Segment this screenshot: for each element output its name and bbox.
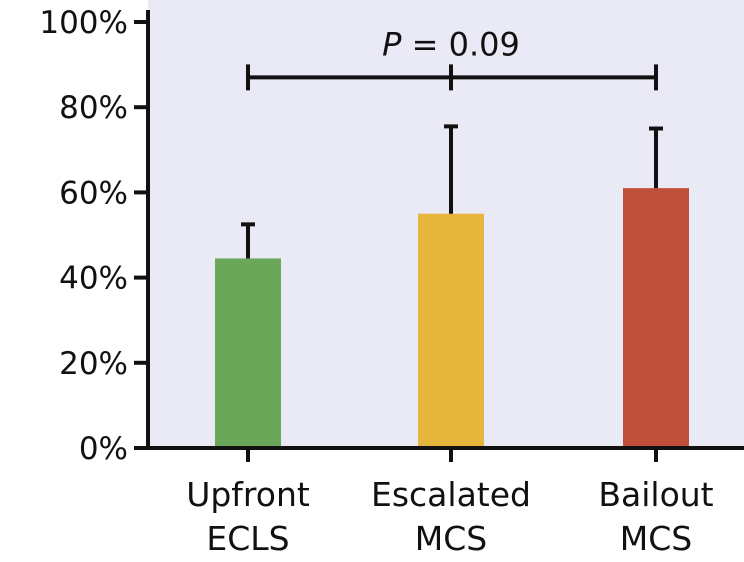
x-category-label-1: Escalated MCS xyxy=(371,475,531,558)
y-tick-label-3: 60% xyxy=(59,175,128,211)
p-value-letter: P xyxy=(382,25,402,63)
error-bars-group xyxy=(241,124,663,259)
y-ticks-group: 0% 20% 40% 60% 80% 100% xyxy=(39,5,148,467)
x-category-label-line: MCS xyxy=(620,519,692,558)
bar-0 xyxy=(215,258,281,448)
x-category-label-line: Bailout xyxy=(598,475,713,514)
bars-group xyxy=(215,188,689,448)
x-category-label-0: Upfront ECLS xyxy=(186,475,310,558)
y-tick-label-0: 0% xyxy=(79,431,128,467)
x-labels-group: Upfront ECLS Escalated MCS Bailout MCS xyxy=(186,448,714,558)
y-tick-label-1: 20% xyxy=(59,346,128,382)
p-value-annotation: P = 0.09 xyxy=(382,25,520,63)
y-tick-label-4: 80% xyxy=(59,90,128,126)
bar-2 xyxy=(623,188,689,448)
x-category-label-line: Upfront xyxy=(186,475,310,514)
p-value-text: = 0.09 xyxy=(401,25,519,63)
bar-1 xyxy=(418,213,484,448)
x-category-label-2: Bailout MCS xyxy=(598,475,713,558)
x-category-label-line: MCS xyxy=(415,519,487,558)
y-tick-label-5: 100% xyxy=(39,5,128,41)
y-tick-label-2: 40% xyxy=(59,261,128,297)
significance-bracket xyxy=(246,64,658,91)
x-category-label-line: Escalated xyxy=(371,475,531,514)
x-category-label-line: ECLS xyxy=(206,519,289,558)
axes-group xyxy=(146,10,744,450)
